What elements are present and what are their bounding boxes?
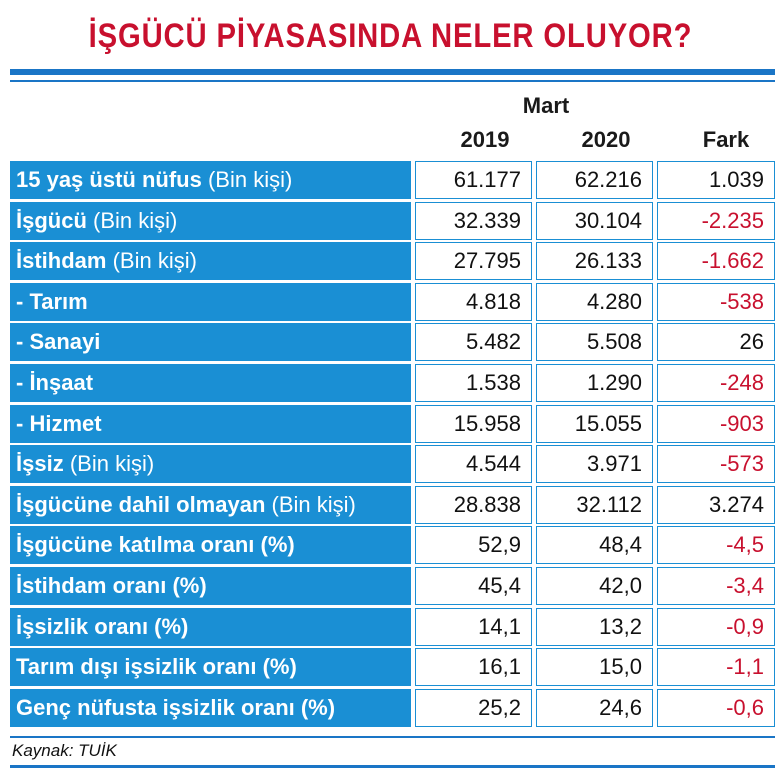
row-label: Genç nüfusta işsizlik oranı (%) [10, 688, 411, 727]
row-label: İstihdam (Bin kişi) [10, 242, 411, 281]
title-rule-thick [10, 69, 775, 75]
row-label-text: Tarım dışı işsizlik oranı (%) [16, 654, 297, 680]
row-label-text: 15 yaş üstü nüfus [16, 167, 202, 192]
value-2020: 24,6 [536, 688, 653, 727]
value-2019: 4.818 [415, 282, 532, 321]
row-label: - Sanayi [10, 323, 411, 362]
table-row: İşgücüne dahil olmayan (Bin kişi) 28.838 3… [10, 485, 775, 524]
value-2019: 28.838 [415, 485, 532, 524]
table-row: - Hizmet 15.958 15.055 -903 [10, 404, 775, 443]
value-fark: -4,5 [657, 526, 775, 565]
row-label-text: Genç nüfusta işsizlik oranı (%) [16, 694, 336, 720]
row-label-text: İstihdam [16, 248, 107, 274]
table-row: İşsiz (Bin kişi) 4.544 3.971 -573 [10, 445, 775, 484]
value-fark: 26 [657, 323, 775, 362]
source-note: Kaynak: TUİK [12, 741, 117, 760]
value-2020: 32.112 [536, 485, 653, 524]
row-label-text: - İnşaat [16, 370, 94, 395]
value-2019: 25,2 [415, 688, 532, 727]
value-2019: 45,4 [415, 567, 532, 605]
page-title: İŞGÜCÜ PİYASASINDA NELER OLUYOR? [88, 17, 693, 55]
column-header-2020: 2020 [581, 127, 631, 152]
row-label-text: İstihdam oranı (%) [16, 573, 207, 598]
table-row: Genç nüfusta işsizlik oranı (%) 25,2 24,6-… [10, 688, 775, 727]
value-2020: 30.104 [536, 201, 653, 240]
value-2019: 32.339 [415, 201, 532, 240]
value-2020: 3.971 [536, 445, 653, 484]
value-fark: -1.662 [657, 242, 775, 281]
table-row: İstihdam oranı (%) 45,4 42,0 -3,4 [10, 567, 775, 605]
value-2020: 62.216 [536, 161, 653, 199]
row-label: İşgücü (Bin kişi) [10, 201, 411, 240]
value-2020: 13,2 [536, 607, 653, 646]
row-label-text: İşgücüne dahil olmayan [16, 491, 266, 517]
row-label: İşsizlik oranı (%) [10, 607, 411, 646]
row-label-text: - Sanayi [16, 329, 101, 355]
value-2019: 5.482 [415, 323, 532, 362]
value-2020: 4.280 [536, 282, 653, 321]
value-fark: -573 [657, 445, 775, 484]
row-label: - Hizmet [10, 404, 411, 443]
value-2020: 42,0 [536, 567, 653, 605]
row-label: - İnşaat [10, 364, 411, 402]
value-2020: 15.055 [536, 404, 653, 443]
bottom-rule [10, 736, 775, 738]
row-label: 15 yaş üstü nüfus (Bin kişi) [10, 161, 411, 199]
value-fark: -903 [657, 404, 775, 443]
table-row: - Sanayi 5.482 5.508 26 [10, 323, 775, 362]
value-2019: 61.177 [415, 161, 532, 199]
row-label: İşgücüne katılma oranı (%) [10, 526, 411, 565]
value-fark: -0,6 [657, 688, 775, 727]
value-2019: 52,9 [415, 526, 532, 565]
column-header-2019: 2019 [460, 127, 510, 152]
value-2019: 14,1 [415, 607, 532, 646]
value-2020: 1.290 [536, 364, 653, 402]
value-fark: 1.039 [657, 161, 775, 199]
value-2019: 27.795 [415, 242, 532, 281]
row-label: Tarım dışı işsizlik oranı (%) [10, 648, 411, 687]
value-fark: -2.235 [657, 201, 775, 240]
row-label-text: İşsizlik oranı (%) [16, 613, 189, 639]
table-row: İşgücü (Bin kişi) 32.339 30.104 -2.235 [10, 201, 775, 240]
value-fark: 3.274 [657, 485, 775, 524]
table-row: - İnşaat 1.538 1.290 -248 [10, 364, 775, 402]
row-label-text: - Hizmet [16, 410, 102, 436]
value-2020: 15,0 [536, 648, 653, 687]
row-unit-text: (Bin kişi) [112, 248, 197, 274]
title-rule-thin [10, 80, 775, 82]
row-label-text: İşgücü [16, 207, 87, 233]
table-row: İşsizlik oranı (%) 14,1 13,2 -0,9 [10, 607, 775, 646]
row-label-text: İşgücüne katılma oranı (%) [16, 532, 295, 558]
row-unit-text: (Bin kişi) [207, 167, 293, 192]
row-label: - Tarım [10, 282, 411, 321]
row-label: İşgücüne dahil olmayan (Bin kişi) [10, 485, 411, 524]
value-2020: 5.508 [536, 323, 653, 362]
value-2019: 16,1 [415, 648, 532, 687]
row-unit-text: (Bin kişi) [69, 451, 155, 477]
value-2020: 26.133 [536, 242, 653, 281]
group-header-mart: Mart [522, 93, 570, 118]
value-fark: -538 [657, 282, 775, 321]
bottom-rule-footer [10, 765, 775, 768]
row-unit-text: (Bin kişi) [271, 491, 356, 517]
table-row: Tarım dışı işsizlik oranı (%) 16,1 15,0 -1,… [10, 648, 775, 687]
value-fark: -3,4 [657, 567, 775, 605]
value-fark: -1,1 [657, 648, 775, 687]
table-row: 15 yaş üstü nüfus (Bin kişi) 61.177 62.216… [10, 161, 775, 199]
value-fark: -0,9 [657, 607, 775, 646]
value-fark: -248 [657, 364, 775, 402]
row-label: İşsiz (Bin kişi) [10, 445, 411, 484]
row-label-text: İşsiz [16, 451, 64, 477]
value-2019: 4.544 [415, 445, 532, 484]
row-label: İstihdam oranı (%) [10, 567, 411, 605]
value-2019: 15.958 [415, 404, 532, 443]
row-label-text: - Tarım [16, 288, 88, 314]
column-header-fark: Fark [702, 127, 750, 152]
table-row: - Tarım 4.818 4.280 -538 [10, 282, 775, 321]
table-row: İşgücüne katılma oranı (%) 52,9 48,4 -4,5 [10, 526, 775, 565]
row-unit-text: (Bin kişi) [93, 207, 178, 233]
value-2019: 1.538 [415, 364, 532, 402]
value-2020: 48,4 [536, 526, 653, 565]
table-row: İstihdam (Bin kişi) 27.795 26.133 -1.662 [10, 242, 775, 281]
